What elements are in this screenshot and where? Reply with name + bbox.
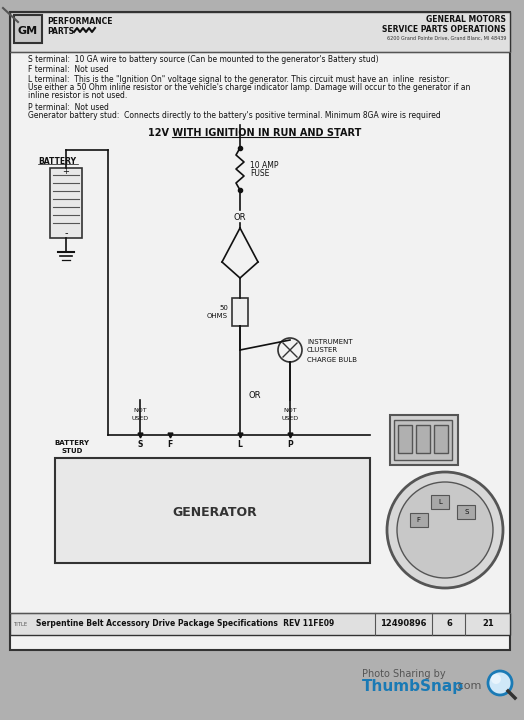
Text: STUD: STUD bbox=[61, 448, 83, 454]
Bar bbox=[232, 298, 248, 326]
Text: .com: .com bbox=[455, 681, 483, 691]
Text: Generator battery stud:  Connects directly to the battery's positive terminal. M: Generator battery stud: Connects directl… bbox=[28, 112, 441, 120]
Text: 10 AMP: 10 AMP bbox=[250, 161, 278, 169]
Bar bbox=[410, 513, 428, 528]
Text: INSTRUMENT: INSTRUMENT bbox=[307, 339, 353, 345]
Circle shape bbox=[397, 482, 493, 578]
Text: Photo Sharing by: Photo Sharing by bbox=[362, 669, 445, 679]
Bar bbox=[390, 415, 458, 465]
Bar bbox=[10, 12, 510, 52]
Text: SERVICE PARTS OPERATIONS: SERVICE PARTS OPERATIONS bbox=[382, 24, 506, 34]
Text: L terminal:  This is the "Ignition On" voltage signal to the generator. This cir: L terminal: This is the "Ignition On" vo… bbox=[28, 76, 450, 84]
Text: S: S bbox=[137, 440, 143, 449]
Text: 50: 50 bbox=[219, 305, 228, 311]
Bar bbox=[398, 425, 412, 453]
Text: CLUSTER: CLUSTER bbox=[307, 347, 338, 353]
Bar bbox=[434, 425, 448, 453]
Text: 6200 Grand Pointe Drive, Grand Blanc, MI 48439: 6200 Grand Pointe Drive, Grand Blanc, MI… bbox=[387, 35, 506, 40]
Text: Serpentine Belt Accessory Drive Package Specifications  REV 11FE09: Serpentine Belt Accessory Drive Package … bbox=[36, 619, 334, 629]
Text: CHARGE BULB: CHARGE BULB bbox=[307, 357, 357, 363]
Circle shape bbox=[491, 674, 501, 684]
Text: OR: OR bbox=[249, 390, 261, 400]
Text: TITLE: TITLE bbox=[14, 621, 28, 626]
Bar bbox=[394, 420, 452, 460]
Text: F: F bbox=[167, 440, 172, 449]
Text: S terminal:  10 GA wire to battery source (Can be mounted to the generator's Bat: S terminal: 10 GA wire to battery source… bbox=[28, 55, 379, 65]
Text: BATTERY: BATTERY bbox=[38, 158, 76, 166]
Text: FUSE: FUSE bbox=[250, 169, 269, 179]
Text: S: S bbox=[464, 509, 468, 515]
Text: PERFORMANCE: PERFORMANCE bbox=[47, 17, 113, 27]
Circle shape bbox=[488, 671, 512, 695]
Bar bbox=[431, 495, 449, 510]
Bar bbox=[457, 505, 475, 519]
Text: 12490896: 12490896 bbox=[380, 619, 426, 629]
Bar bbox=[14, 15, 42, 43]
Text: Use either a 50 Ohm inline resistor or the vehicle's charge indicator lamp. Dama: Use either a 50 Ohm inline resistor or t… bbox=[28, 84, 471, 92]
Bar bbox=[416, 425, 430, 453]
Text: GM: GM bbox=[18, 26, 38, 36]
Text: NOT: NOT bbox=[133, 408, 147, 413]
Text: USED: USED bbox=[132, 415, 149, 420]
Text: OR: OR bbox=[234, 214, 246, 222]
Text: PARTS: PARTS bbox=[47, 27, 74, 37]
Text: 6: 6 bbox=[446, 619, 452, 629]
Text: GENERATOR: GENERATOR bbox=[172, 506, 257, 520]
Text: inline resistor is not used.: inline resistor is not used. bbox=[28, 91, 127, 101]
Text: NOT: NOT bbox=[283, 408, 297, 413]
Text: P: P bbox=[287, 440, 293, 449]
Text: -: - bbox=[64, 228, 68, 238]
Text: ThumbSnap: ThumbSnap bbox=[362, 678, 464, 693]
Text: L: L bbox=[438, 500, 442, 505]
Text: P terminal:  Not used: P terminal: Not used bbox=[28, 104, 109, 112]
Text: +: + bbox=[62, 168, 70, 176]
Bar bbox=[10, 12, 510, 650]
Text: OHMS: OHMS bbox=[207, 313, 228, 319]
Text: USED: USED bbox=[281, 415, 299, 420]
Bar bbox=[10, 613, 510, 635]
Text: F: F bbox=[417, 518, 421, 523]
Bar bbox=[50, 168, 82, 238]
Text: 21: 21 bbox=[482, 619, 494, 629]
Text: 12V WITH IGNITION IN RUN AND START: 12V WITH IGNITION IN RUN AND START bbox=[148, 128, 362, 138]
Circle shape bbox=[387, 472, 503, 588]
Text: L: L bbox=[237, 440, 243, 449]
Text: F terminal:  Not used: F terminal: Not used bbox=[28, 66, 108, 74]
Bar bbox=[55, 458, 370, 563]
Text: GENERAL MOTORS: GENERAL MOTORS bbox=[426, 16, 506, 24]
Text: BATTERY: BATTERY bbox=[54, 440, 90, 446]
